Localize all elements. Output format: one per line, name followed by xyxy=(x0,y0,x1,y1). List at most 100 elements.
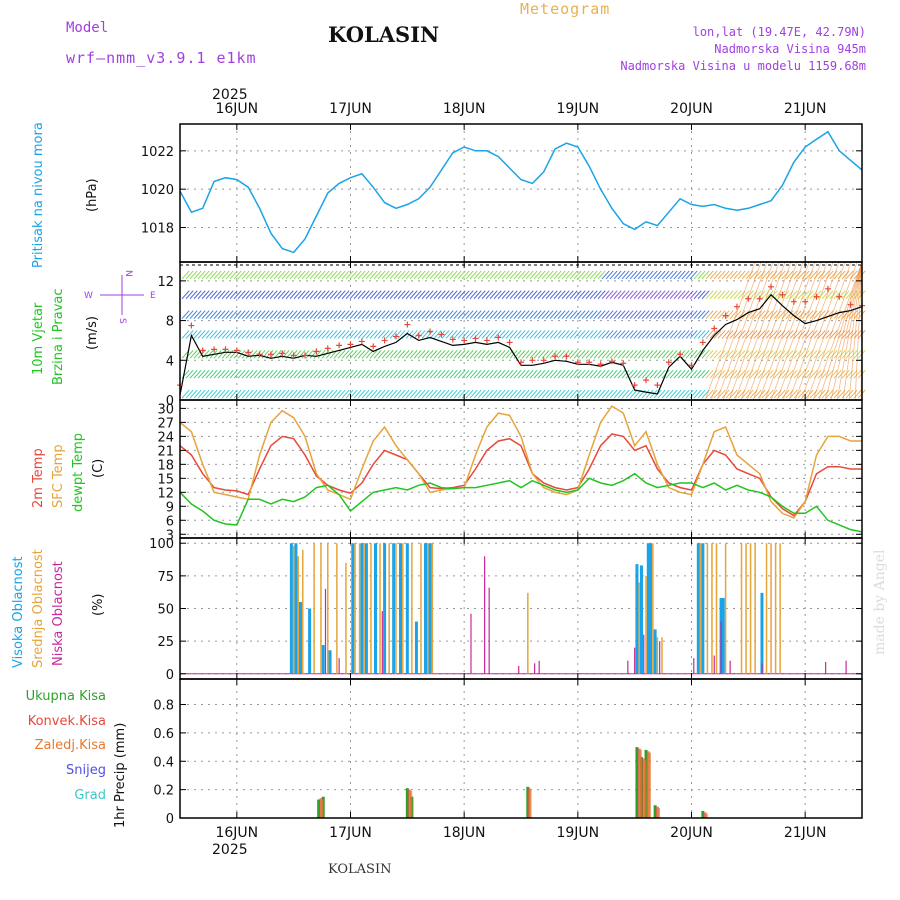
wind-barb xyxy=(209,389,218,399)
wind-barb xyxy=(797,330,806,339)
wind-barb xyxy=(245,349,254,359)
wind-barb xyxy=(269,310,278,319)
wind-barb xyxy=(309,389,318,399)
wind-barb xyxy=(645,270,654,280)
wind-barb xyxy=(345,369,354,379)
grid-lines xyxy=(180,124,862,819)
wind-barb xyxy=(397,330,406,339)
wind-barb xyxy=(617,330,626,339)
wind-barb xyxy=(453,290,462,300)
wind-barb xyxy=(389,290,398,300)
wind-barb xyxy=(773,349,782,359)
wind-barb xyxy=(293,369,302,379)
cloud-bar xyxy=(360,543,364,674)
wind-barb xyxy=(393,369,402,379)
wind-barb xyxy=(281,270,290,280)
wind-barb xyxy=(705,349,714,359)
cloud-bar xyxy=(399,543,403,674)
wind-barb xyxy=(429,310,438,319)
wind-barb xyxy=(261,349,270,359)
wind-barb xyxy=(745,270,754,280)
wind-barb xyxy=(561,369,570,379)
wind-barb xyxy=(673,270,682,280)
wind-barb xyxy=(353,310,362,319)
wind-barb xyxy=(629,270,638,280)
wind-barb xyxy=(849,330,858,339)
wind-barb xyxy=(569,330,578,339)
wind-barb xyxy=(429,349,438,359)
wind-barb xyxy=(241,310,250,319)
wind-barb xyxy=(273,369,282,379)
wind-barb xyxy=(597,369,606,379)
wind-barb xyxy=(261,270,270,280)
wind-barb xyxy=(673,330,682,339)
wind-barb xyxy=(485,310,494,319)
wind-barb xyxy=(521,290,530,300)
wind-barb xyxy=(761,330,770,339)
wind-barb xyxy=(221,349,230,359)
wind-barb xyxy=(285,270,294,280)
wind-barb xyxy=(277,290,286,300)
wind-barb xyxy=(629,369,638,379)
wind-barb xyxy=(289,270,298,280)
wind-barb xyxy=(689,330,698,339)
precip-bar xyxy=(528,789,532,818)
wind-barb xyxy=(549,369,558,379)
wind-barb xyxy=(493,270,502,280)
wind-barb xyxy=(621,310,630,319)
wind-barb xyxy=(437,369,446,379)
wind-barb xyxy=(737,310,746,319)
wind-gust-marker xyxy=(688,362,695,369)
wind-barb xyxy=(645,310,654,319)
wind-barb xyxy=(473,270,482,280)
wind-barb xyxy=(681,270,690,280)
wind-barb xyxy=(729,270,738,280)
wind-barb xyxy=(813,310,822,319)
wind-barb xyxy=(481,310,490,319)
wind-barb xyxy=(253,270,262,280)
wind-barb xyxy=(453,389,462,399)
wind-barb xyxy=(525,330,534,339)
wind-gust-marker xyxy=(677,351,684,358)
cloud-bar xyxy=(414,621,418,674)
wind-barb xyxy=(405,310,414,319)
wind-gust-marker xyxy=(336,342,343,349)
wind-barb xyxy=(505,290,514,300)
wind-barb xyxy=(329,310,338,319)
wind-barb xyxy=(193,290,202,300)
wind-barb xyxy=(297,290,306,300)
wind-gust-marker xyxy=(563,353,570,360)
wind-gust-marker xyxy=(722,312,729,319)
wind-barb xyxy=(505,270,514,280)
pressure-line xyxy=(179,130,863,254)
wind-barb xyxy=(705,330,714,339)
wind-barb xyxy=(497,290,506,300)
wind-barb xyxy=(377,349,386,359)
temp-line-2 xyxy=(179,472,863,533)
wind-barb xyxy=(365,270,374,280)
wind-barb xyxy=(521,270,530,280)
wind-barb xyxy=(357,349,366,359)
wind-barb xyxy=(501,330,510,339)
wind-barb xyxy=(737,270,746,280)
wind-barb xyxy=(505,369,514,379)
wind-barb xyxy=(685,330,694,339)
wind-barb xyxy=(265,330,274,339)
wind-barb xyxy=(193,310,202,319)
legend-ukupna-kisa: Ukupna Kisa xyxy=(26,689,106,704)
wind-barb xyxy=(349,349,358,359)
wind-barb xyxy=(609,290,618,300)
wind-barb xyxy=(637,270,646,280)
wind-barb xyxy=(349,290,358,300)
tick-labels: 16JUN 16JUN 17JUN 17JUN 18JUN 18JUN 19JUN 19JUN… xyxy=(141,101,827,841)
wind-barb xyxy=(717,310,726,319)
wind-gust-marker xyxy=(381,337,388,344)
cloud-bar xyxy=(754,543,756,674)
wind-barb xyxy=(269,389,278,399)
wind-barb xyxy=(333,270,342,280)
wind-barb xyxy=(421,389,430,399)
wind-hatch xyxy=(704,261,756,401)
wind-barb xyxy=(633,369,642,379)
wind-barb xyxy=(281,330,290,339)
y-tick-label: 1020 xyxy=(141,183,174,198)
